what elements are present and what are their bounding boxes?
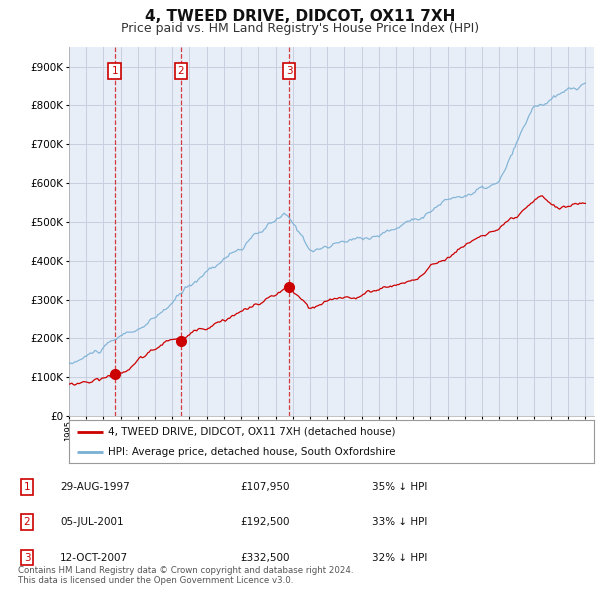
Text: 2: 2 bbox=[178, 66, 184, 76]
Text: 3: 3 bbox=[23, 553, 31, 562]
Text: £107,950: £107,950 bbox=[240, 482, 290, 491]
Text: 35% ↓ HPI: 35% ↓ HPI bbox=[372, 482, 427, 491]
Text: 4, TWEED DRIVE, DIDCOT, OX11 7XH (detached house): 4, TWEED DRIVE, DIDCOT, OX11 7XH (detach… bbox=[109, 427, 396, 437]
Text: 1: 1 bbox=[23, 482, 31, 491]
Text: 1: 1 bbox=[112, 66, 118, 76]
Text: 3: 3 bbox=[286, 66, 292, 76]
Text: 2: 2 bbox=[23, 517, 31, 527]
Text: 32% ↓ HPI: 32% ↓ HPI bbox=[372, 553, 427, 562]
Text: £332,500: £332,500 bbox=[240, 553, 290, 562]
Text: 05-JUL-2001: 05-JUL-2001 bbox=[60, 517, 124, 527]
Text: Price paid vs. HM Land Registry's House Price Index (HPI): Price paid vs. HM Land Registry's House … bbox=[121, 22, 479, 35]
Text: 33% ↓ HPI: 33% ↓ HPI bbox=[372, 517, 427, 527]
Text: Contains HM Land Registry data © Crown copyright and database right 2024.
This d: Contains HM Land Registry data © Crown c… bbox=[18, 566, 353, 585]
Text: HPI: Average price, detached house, South Oxfordshire: HPI: Average price, detached house, Sout… bbox=[109, 447, 396, 457]
Text: 29-AUG-1997: 29-AUG-1997 bbox=[60, 482, 130, 491]
Text: 12-OCT-2007: 12-OCT-2007 bbox=[60, 553, 128, 562]
Text: 4, TWEED DRIVE, DIDCOT, OX11 7XH: 4, TWEED DRIVE, DIDCOT, OX11 7XH bbox=[145, 9, 455, 24]
Text: £192,500: £192,500 bbox=[240, 517, 290, 527]
